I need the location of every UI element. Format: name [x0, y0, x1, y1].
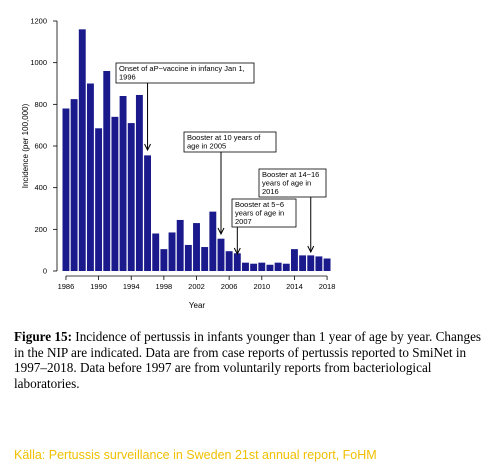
bar-2016 [307, 255, 315, 272]
incidence-chart: 0 200 400 600 800 1000 1200 1986 1990 1994 1998 200… [21, 17, 335, 311]
y-tick-label-200: 200 [34, 225, 47, 234]
bar-2010 [258, 262, 266, 271]
bar-1994 [127, 123, 135, 271]
y-axis-title: Incidence (per 100,000) [21, 103, 30, 188]
annotation-arrowhead [217, 227, 225, 236]
annotation-1996: Onset of aP−vaccine in infancy Jan 1,199… [115, 62, 255, 152]
annotation-text: Booster at 5−6 [235, 200, 284, 209]
bar-2018 [323, 258, 331, 271]
bar-1986 [62, 108, 70, 271]
bar-1990 [95, 128, 103, 271]
annotation-arrowhead [144, 143, 151, 152]
bar-1998 [160, 249, 168, 272]
annotations-group: Onset of aP−vaccine in infancy Jan 1,199… [115, 62, 327, 256]
x-tick-label-2002: 2002 [188, 282, 205, 291]
figure-caption: Figure 15: Incidence of pertussis in inf… [14, 329, 484, 391]
x-tick-label-1986: 1986 [58, 282, 75, 291]
x-tick-label-2014: 2014 [286, 282, 303, 291]
axes-group: 0 200 400 600 800 1000 1200 1986 1990 1994 1998 200… [30, 17, 335, 292]
annotation-text: Booster at 10 years of [187, 133, 261, 142]
bar-2012 [274, 262, 282, 271]
x-tick-label-1990: 1990 [90, 282, 107, 291]
bar-1997 [152, 233, 160, 271]
annotation-arrowhead [307, 245, 315, 254]
bar-2011 [266, 264, 274, 271]
bar-2000 [176, 219, 184, 271]
bar-2003 [201, 247, 209, 271]
x-tick-label-2006: 2006 [221, 282, 238, 291]
x-tick-label-1998: 1998 [156, 282, 173, 291]
bar-2006 [225, 251, 233, 271]
bars-group [62, 29, 331, 272]
bar-2013 [282, 263, 290, 271]
bar-1996 [144, 155, 151, 272]
x-axis-title: Year [189, 301, 206, 310]
annotation-text: Booster at 14−16 [262, 170, 319, 179]
bar-2008 [242, 262, 249, 271]
annotation-text: Onset of aP−vaccine in infancy Jan 1, [119, 64, 245, 73]
annotation-box [231, 198, 297, 228]
y-tick-label-0: 0 [43, 267, 47, 276]
y-tick-label-1000: 1000 [30, 58, 47, 67]
bar-2004 [209, 211, 217, 272]
bar-2002 [193, 223, 200, 271]
y-tick-label-1200: 1200 [30, 17, 47, 26]
y-tick-label-800: 800 [34, 100, 47, 109]
bar-1999 [168, 232, 176, 271]
caption-text: Incidence of pertussis in infants younge… [14, 329, 482, 391]
annotation-box [183, 131, 277, 153]
bar-1993 [119, 96, 127, 271]
bar-1991 [103, 71, 111, 271]
bar-2017 [315, 256, 323, 271]
annotation-arrowhead [233, 247, 241, 256]
bar-2014 [290, 249, 298, 272]
bar-2005 [217, 238, 225, 271]
annotation-text: years of age in [262, 179, 311, 188]
bar-1988 [78, 29, 86, 271]
bar-2015 [299, 255, 307, 272]
bar-2009 [250, 263, 258, 271]
bar-1987 [70, 99, 78, 272]
source-note: Källa: Pertussis surveillance in Sweden … [14, 448, 377, 462]
bar-1992 [111, 116, 119, 271]
bar-2007 [233, 253, 241, 271]
annotation-text: 2016 [262, 187, 279, 196]
bar-1995 [135, 94, 143, 272]
bar-1989 [86, 83, 94, 271]
annotation-box [258, 168, 327, 198]
annotation-text: age in 2005 [187, 142, 226, 151]
x-tick-label-2018: 2018 [319, 282, 336, 291]
x-tick-label-2010: 2010 [253, 282, 270, 291]
bar-2001 [184, 244, 192, 271]
caption-label: Figure 15: [14, 329, 72, 344]
y-tick-label-400: 400 [34, 183, 47, 192]
annotation-text: years of age in [235, 209, 284, 218]
annotation-box [115, 62, 255, 84]
y-tick-label-600: 600 [34, 142, 47, 151]
annotation-text: 2007 [235, 217, 252, 226]
annotation-text: 1996 [119, 73, 136, 82]
x-tick-label-1994: 1994 [123, 282, 140, 291]
